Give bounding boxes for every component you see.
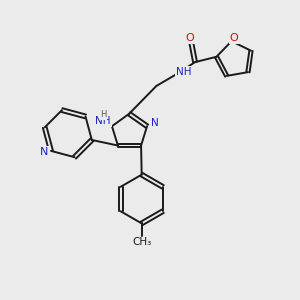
Text: O: O xyxy=(230,33,238,43)
Text: NH: NH xyxy=(176,67,192,77)
Text: O: O xyxy=(186,33,194,43)
Text: CH₃: CH₃ xyxy=(132,237,151,248)
Text: N: N xyxy=(40,147,49,158)
Text: H: H xyxy=(100,110,107,119)
Text: N: N xyxy=(151,118,158,128)
Text: NH: NH xyxy=(95,116,111,126)
